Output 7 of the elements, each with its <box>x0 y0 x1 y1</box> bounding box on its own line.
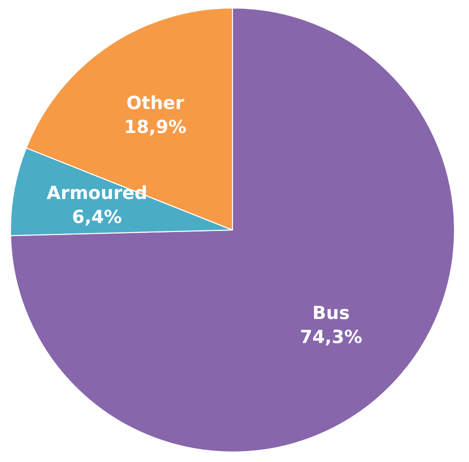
data-label: 18,9% <box>124 117 186 138</box>
slice-label: Armoured <box>46 182 148 204</box>
slice-label: Bus <box>312 303 350 324</box>
data-label: 6,4% <box>72 206 122 228</box>
pie-slice <box>10 8 455 452</box>
slice-label: Other <box>126 93 184 114</box>
data-label: 74,3% <box>300 327 362 348</box>
